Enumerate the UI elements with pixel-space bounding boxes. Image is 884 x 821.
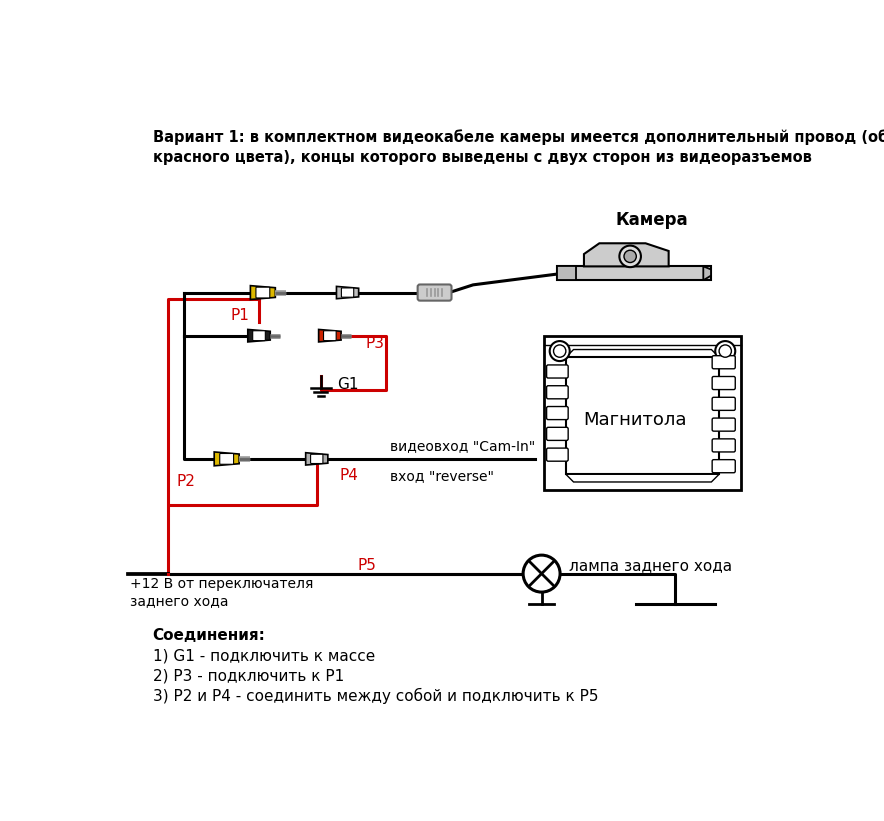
Text: P4: P4 bbox=[339, 468, 359, 484]
FancyBboxPatch shape bbox=[341, 288, 354, 297]
FancyBboxPatch shape bbox=[713, 397, 735, 410]
Circle shape bbox=[715, 341, 735, 361]
FancyBboxPatch shape bbox=[310, 454, 323, 464]
Polygon shape bbox=[318, 329, 341, 342]
FancyBboxPatch shape bbox=[545, 336, 741, 489]
Text: P5: P5 bbox=[357, 558, 377, 573]
Text: видеовход "Cam-In": видеовход "Cam-In" bbox=[390, 439, 535, 453]
FancyBboxPatch shape bbox=[713, 460, 735, 473]
Polygon shape bbox=[214, 452, 240, 466]
Polygon shape bbox=[557, 266, 576, 280]
Polygon shape bbox=[250, 286, 275, 300]
FancyBboxPatch shape bbox=[546, 448, 568, 461]
Text: Магнитола: Магнитола bbox=[583, 411, 687, 429]
Circle shape bbox=[550, 341, 569, 361]
FancyBboxPatch shape bbox=[324, 331, 336, 341]
FancyBboxPatch shape bbox=[546, 427, 568, 440]
FancyBboxPatch shape bbox=[256, 287, 270, 298]
FancyBboxPatch shape bbox=[546, 386, 568, 399]
FancyBboxPatch shape bbox=[713, 418, 735, 431]
Text: G1: G1 bbox=[338, 378, 359, 392]
Polygon shape bbox=[566, 350, 719, 357]
FancyBboxPatch shape bbox=[253, 331, 265, 341]
Text: +12 В от переключателя
заднего хода: +12 В от переключателя заднего хода bbox=[130, 576, 313, 608]
Text: Соединения:: Соединения: bbox=[153, 628, 265, 644]
Text: P3: P3 bbox=[365, 336, 385, 351]
FancyBboxPatch shape bbox=[713, 377, 735, 390]
Circle shape bbox=[523, 555, 560, 592]
Polygon shape bbox=[248, 329, 271, 342]
Polygon shape bbox=[306, 452, 328, 465]
Circle shape bbox=[624, 250, 636, 263]
Polygon shape bbox=[566, 475, 719, 482]
Polygon shape bbox=[704, 266, 711, 280]
Circle shape bbox=[620, 245, 641, 267]
Polygon shape bbox=[337, 287, 359, 299]
FancyBboxPatch shape bbox=[220, 453, 233, 464]
Polygon shape bbox=[584, 243, 668, 266]
FancyBboxPatch shape bbox=[713, 355, 735, 369]
FancyBboxPatch shape bbox=[417, 284, 452, 300]
FancyBboxPatch shape bbox=[546, 406, 568, 420]
Text: P1: P1 bbox=[231, 308, 249, 323]
FancyBboxPatch shape bbox=[713, 439, 735, 452]
FancyBboxPatch shape bbox=[546, 365, 568, 378]
Text: Вариант 1: в комплектном видеокабеле камеры имеется дополнительный провод (обычн: Вариант 1: в комплектном видеокабеле кам… bbox=[153, 130, 884, 165]
Text: Камера: Камера bbox=[615, 212, 688, 229]
Text: 2) Р3 - подключить к Р1: 2) Р3 - подключить к Р1 bbox=[153, 668, 344, 683]
Text: лампа заднего хода: лампа заднего хода bbox=[569, 558, 733, 573]
FancyBboxPatch shape bbox=[566, 357, 719, 475]
Circle shape bbox=[553, 345, 566, 357]
Text: 3) Р2 и Р4 - соединить между собой и подключить к Р5: 3) Р2 и Р4 - соединить между собой и под… bbox=[153, 688, 598, 704]
Text: 1) G1 - подключить к массе: 1) G1 - подключить к массе bbox=[153, 649, 375, 663]
Text: вход "reverse": вход "reverse" bbox=[390, 469, 494, 483]
Circle shape bbox=[719, 345, 731, 357]
FancyBboxPatch shape bbox=[557, 266, 711, 280]
Text: P2: P2 bbox=[177, 475, 195, 489]
